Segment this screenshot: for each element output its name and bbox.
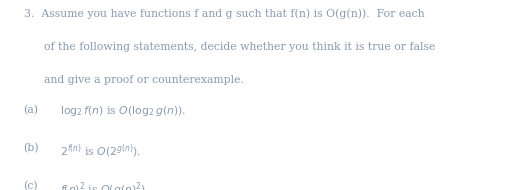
Text: $\log_2 f(n)$ is $O(\log_2 g(n))$.: $\log_2 f(n)$ is $O(\log_2 g(n))$.	[60, 105, 186, 119]
Text: $2^{f(n)}$ is $O(2^{g(n)})$.: $2^{f(n)}$ is $O(2^{g(n)})$.	[60, 142, 141, 160]
Text: of the following statements, decide whether you think it is true or false: of the following statements, decide whet…	[44, 42, 436, 52]
Text: (c): (c)	[24, 180, 38, 190]
Text: and give a proof or counterexample.: and give a proof or counterexample.	[44, 75, 244, 85]
Text: (a): (a)	[24, 105, 39, 115]
Text: 3.  Assume you have functions f and g such that f(n) is O(g(n)).  For each: 3. Assume you have functions f and g suc…	[24, 9, 424, 19]
Text: (b): (b)	[24, 142, 39, 153]
Text: $f(n)^2$ is $O(g(n)^2)$.: $f(n)^2$ is $O(g(n)^2)$.	[60, 180, 150, 190]
